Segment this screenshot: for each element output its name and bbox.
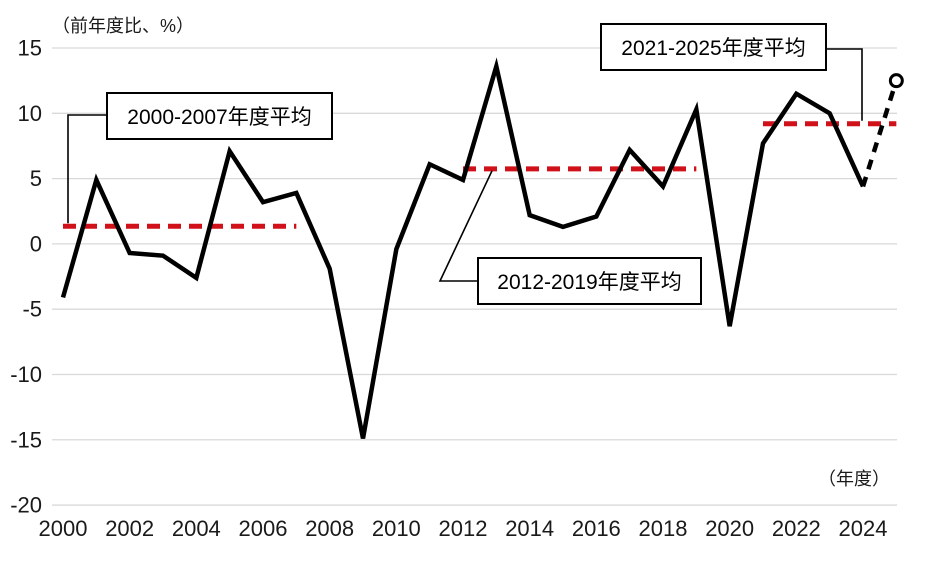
annotation-box-2000-2007-average: 2000-2007年度平均: [106, 92, 333, 140]
x-axis-unit-label: （年度）: [818, 469, 890, 489]
x-tick-label-2008: 2008: [305, 516, 354, 541]
y-tick-label--15: -15: [10, 427, 42, 452]
x-tick-label-2004: 2004: [172, 516, 221, 541]
annotation-box-2021-2025-average: 2021-2025年度平均: [600, 23, 827, 71]
annotation-label: 2021-2025年度平均: [621, 37, 806, 60]
data-line-series: [60, 57, 866, 439]
x-tick-label-2010: 2010: [372, 516, 421, 541]
annotation-leader-line-2: [827, 48, 863, 121]
annotation-label: 2000-2007年度平均: [127, 106, 312, 129]
annotation-leader-line-0: [67, 114, 106, 224]
x-tick-label-2006: 2006: [239, 516, 288, 541]
y-tick-label-15: 15: [18, 36, 42, 61]
forecast-open-circle-marker: [888, 73, 904, 89]
annotation-leader-line-1: [438, 170, 493, 282]
forecast-dashed-line: [860, 79, 899, 188]
y-tick-label--5: -5: [22, 297, 42, 322]
x-tick-label-2002: 2002: [105, 516, 154, 541]
y-tick-label--10: -10: [10, 362, 42, 387]
y-tick-label-0: 0: [30, 231, 42, 256]
x-tick-label-2022: 2022: [772, 516, 821, 541]
annotation-box-2012-2019-average: 2012-2019年度平均: [477, 257, 702, 305]
x-tick-label-2016: 2016: [572, 516, 621, 541]
x-tick-label-2000: 2000: [39, 516, 88, 541]
y-tick-label-10: 10: [18, 101, 42, 126]
x-tick-label-2014: 2014: [505, 516, 554, 541]
x-tick-label-2012: 2012: [439, 516, 488, 541]
y-axis-unit-label: （前年度比、%）: [52, 16, 195, 36]
x-tick-label-2020: 2020: [705, 516, 754, 541]
x-tick-label-2024: 2024: [839, 516, 888, 541]
annotation-label: 2012-2019年度平均: [497, 271, 682, 294]
y-tick-label-5: 5: [30, 166, 42, 191]
x-tick-label-2018: 2018: [639, 516, 688, 541]
y-tick-label--20: -20: [10, 493, 42, 518]
